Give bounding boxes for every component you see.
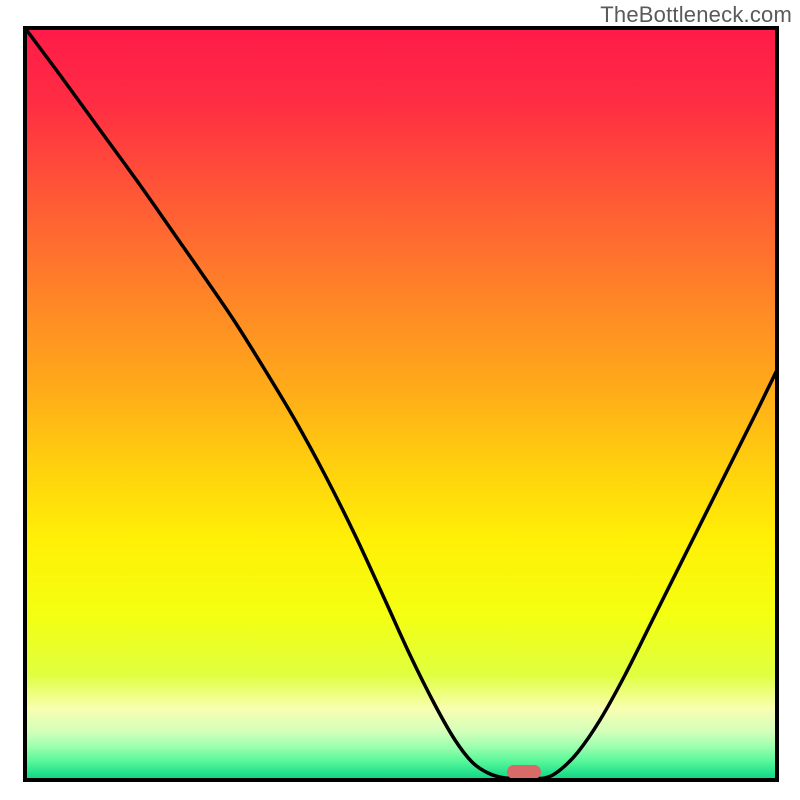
bottleneck-chart <box>0 0 800 800</box>
plot-area <box>25 28 777 780</box>
optimal-marker <box>507 765 541 779</box>
gradient-background <box>25 28 777 780</box>
watermark-text: TheBottleneck.com <box>600 2 792 28</box>
